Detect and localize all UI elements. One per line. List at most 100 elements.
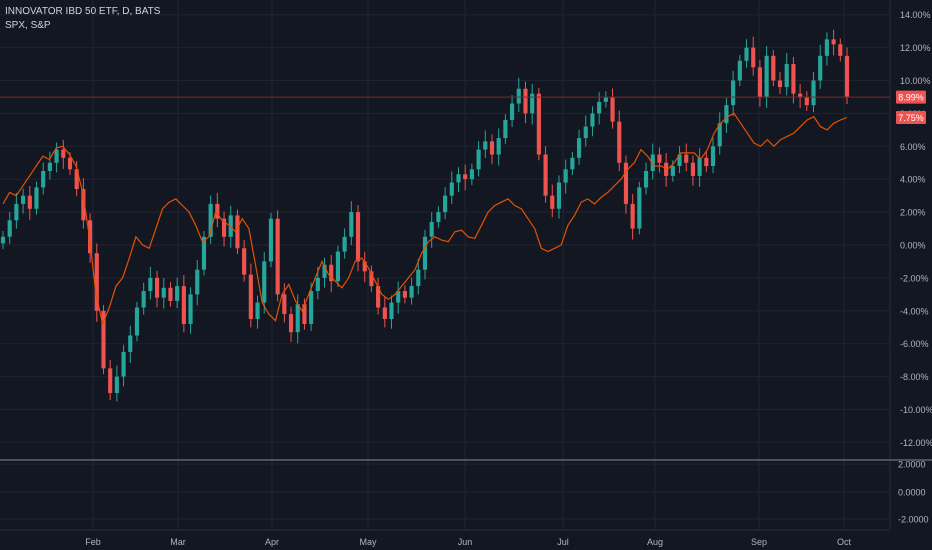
candle-body bbox=[175, 286, 180, 301]
candle-body bbox=[710, 146, 716, 167]
time-axis[interactable]: Feb Mar Apr May Jun Jul Aug Sep Oct bbox=[0, 529, 890, 547]
candle-body bbox=[771, 55, 776, 81]
candle-body bbox=[610, 96, 615, 122]
candle-body bbox=[590, 113, 595, 127]
candle-body bbox=[376, 286, 381, 308]
y-tick-label: 14.00% bbox=[900, 10, 931, 20]
y-tick-label: -12.00% bbox=[900, 438, 932, 448]
x-tick-label: Sep bbox=[751, 537, 767, 547]
candle-body bbox=[724, 105, 729, 124]
x-tick-label: Jul bbox=[557, 537, 569, 547]
last-value-main-box bbox=[896, 90, 926, 104]
candle-body bbox=[329, 264, 334, 282]
symbol-legend[interactable]: INNOVATOR IBD 50 ETF, D, BATS bbox=[5, 6, 161, 17]
candle-body bbox=[114, 376, 119, 394]
y-tick-label: 6.00% bbox=[900, 142, 926, 152]
candle-body bbox=[570, 157, 575, 170]
candle-body bbox=[670, 166, 675, 176]
candle-body bbox=[630, 203, 635, 229]
candle-body bbox=[583, 126, 588, 139]
last-value-main: 8.99% bbox=[898, 93, 924, 103]
candle-body bbox=[838, 44, 843, 56]
candle-body bbox=[697, 157, 702, 176]
candle-body bbox=[429, 221, 434, 237]
candle-body bbox=[88, 220, 93, 254]
y-tick-label: 10.00% bbox=[900, 76, 931, 86]
candle-body bbox=[275, 218, 280, 295]
candle-body bbox=[798, 93, 803, 97]
osc-tick-label: 0.0000 bbox=[898, 488, 926, 498]
y-tick-label: 4.00% bbox=[900, 175, 926, 185]
candle-body bbox=[617, 121, 622, 163]
last-value-comparison-box bbox=[896, 111, 926, 125]
candle-body bbox=[550, 195, 555, 209]
candle-body bbox=[27, 195, 32, 209]
y-tick-label: -10.00% bbox=[900, 405, 932, 415]
y-tick-label: -4.00% bbox=[900, 306, 929, 316]
candle-body bbox=[322, 264, 327, 278]
y-tick-label: -8.00% bbox=[900, 372, 929, 382]
candle-body bbox=[74, 169, 79, 190]
candle-body bbox=[643, 170, 649, 188]
candle-body bbox=[302, 304, 307, 324]
candle-body bbox=[309, 291, 314, 324]
candle-body bbox=[831, 39, 836, 45]
candle-body bbox=[154, 277, 160, 298]
candle-body bbox=[81, 189, 86, 221]
candle-body bbox=[818, 55, 823, 81]
candle-body bbox=[456, 174, 461, 183]
candle-body bbox=[335, 251, 340, 282]
x-tick-label: Jun bbox=[458, 537, 473, 547]
candle-body bbox=[597, 101, 602, 114]
candle-body bbox=[7, 220, 12, 237]
candle-body bbox=[355, 212, 361, 262]
candle-body bbox=[342, 236, 347, 252]
candle-body bbox=[764, 55, 769, 97]
candle-body bbox=[536, 93, 541, 155]
candle-body bbox=[436, 212, 441, 222]
oscillator-axis: 2.0000 0.0000 -2.0000 bbox=[0, 460, 929, 525]
candle-body bbox=[530, 93, 535, 114]
candle-body bbox=[101, 310, 106, 369]
candle-body bbox=[563, 169, 568, 183]
candle-body bbox=[704, 157, 709, 167]
last-value-comparison: 7.75% bbox=[898, 113, 924, 123]
candle-body bbox=[47, 162, 52, 171]
candle-body bbox=[623, 162, 629, 204]
candle-body bbox=[737, 60, 742, 81]
candle-body bbox=[121, 351, 126, 377]
candle-body bbox=[282, 294, 287, 315]
candle-body bbox=[784, 64, 789, 88]
candle-body bbox=[449, 182, 454, 196]
candle-body bbox=[161, 287, 166, 298]
candle-body bbox=[14, 203, 19, 221]
x-tick-label: Feb bbox=[85, 537, 101, 547]
candle-body bbox=[54, 149, 59, 163]
last-value-labels: 8.99% 7.75% bbox=[896, 90, 926, 125]
x-tick-label: Oct bbox=[837, 537, 852, 547]
candle-body bbox=[228, 215, 233, 237]
candle-body bbox=[315, 277, 320, 292]
candle-body bbox=[777, 80, 783, 88]
candle-body bbox=[576, 138, 582, 158]
candle-body bbox=[255, 302, 260, 320]
candle-body bbox=[543, 154, 548, 196]
candle-body bbox=[637, 187, 642, 229]
candle-body bbox=[67, 157, 73, 170]
x-tick-label: Apr bbox=[265, 537, 279, 547]
grid-lines bbox=[0, 0, 890, 530]
y-tick-label: -2.00% bbox=[900, 273, 929, 283]
candle-body bbox=[134, 307, 140, 336]
candle-body bbox=[469, 169, 474, 180]
candle-body bbox=[731, 80, 736, 106]
osc-tick-label: -2.0000 bbox=[898, 515, 929, 525]
candle-body bbox=[757, 67, 762, 97]
comparison-legend[interactable]: SPX, S&P bbox=[5, 20, 51, 31]
candle-body bbox=[168, 287, 173, 301]
candle-body bbox=[188, 294, 193, 324]
y-tick-label: 12.00% bbox=[900, 43, 931, 53]
price-axis[interactable]: 14.00%12.00%10.00%8.00%6.00%4.00%2.00%0.… bbox=[889, 0, 932, 530]
candle-body bbox=[409, 286, 414, 298]
candle-body bbox=[349, 212, 354, 237]
